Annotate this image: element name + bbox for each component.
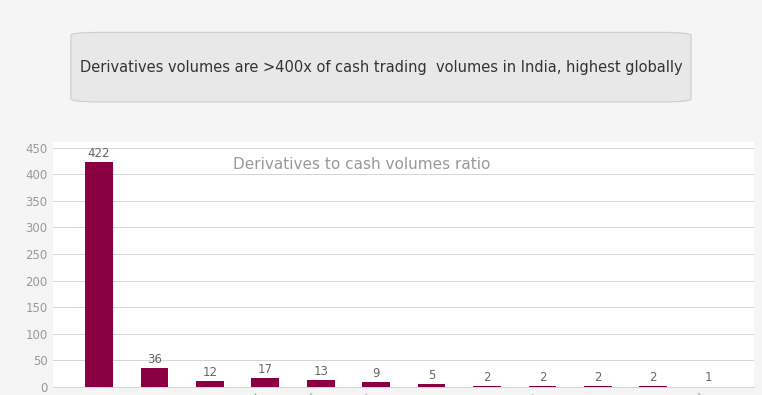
Text: Derivatives to cash volumes ratio: Derivatives to cash volumes ratio: [233, 157, 491, 172]
Text: 422: 422: [88, 147, 110, 160]
Bar: [307, 380, 335, 387]
Text: 5: 5: [428, 369, 435, 382]
Text: 36: 36: [147, 353, 162, 366]
Bar: [362, 382, 390, 387]
Bar: [418, 384, 446, 387]
Text: 1: 1: [705, 371, 712, 384]
FancyBboxPatch shape: [71, 32, 691, 102]
Bar: [639, 386, 667, 387]
Text: 9: 9: [373, 367, 380, 380]
Bar: [584, 386, 612, 387]
Text: 13: 13: [313, 365, 328, 378]
Text: 2: 2: [649, 371, 657, 384]
Bar: [141, 368, 168, 387]
Bar: [529, 386, 556, 387]
Text: 2: 2: [539, 371, 546, 384]
Bar: [196, 381, 224, 387]
Bar: [85, 162, 113, 387]
Bar: [251, 378, 279, 387]
Text: Derivatives volumes are >400x of cash trading  volumes in India, highest globall: Derivatives volumes are >400x of cash tr…: [80, 60, 682, 75]
Bar: [473, 386, 501, 387]
Text: 17: 17: [258, 363, 273, 376]
Text: 2: 2: [483, 371, 491, 384]
Text: 2: 2: [594, 371, 601, 384]
Text: 12: 12: [203, 366, 217, 378]
